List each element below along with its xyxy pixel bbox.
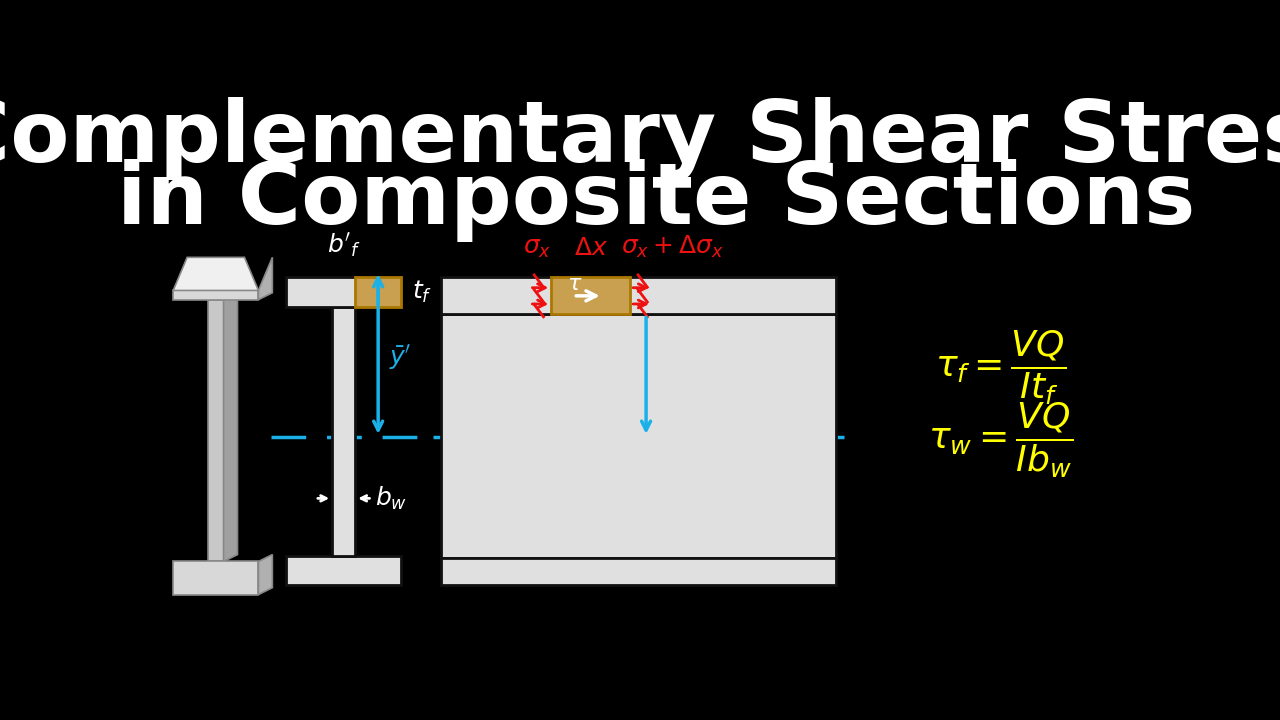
Text: Complementary Shear Stress: Complementary Shear Stress (0, 97, 1280, 180)
Text: $\sigma_x + \Delta\sigma_x$: $\sigma_x + \Delta\sigma_x$ (621, 234, 724, 261)
Polygon shape (259, 554, 273, 595)
Text: $t_f$: $t_f$ (412, 279, 433, 305)
Text: $\tau$: $\tau$ (567, 274, 582, 294)
Bar (209, 300, 224, 562)
Text: $\sigma_x$: $\sigma_x$ (524, 236, 552, 261)
Polygon shape (259, 257, 273, 300)
Bar (332, 307, 356, 556)
Text: $\tau_f = \dfrac{VQ}{It_f}$: $\tau_f = \dfrac{VQ}{It_f}$ (936, 328, 1066, 407)
Text: $\bar{y}'$: $\bar{y}'$ (657, 361, 680, 390)
Bar (440, 315, 836, 557)
Bar (552, 277, 630, 315)
Polygon shape (173, 257, 259, 290)
Text: in Composite Sections: in Composite Sections (116, 159, 1196, 242)
Bar (440, 557, 836, 585)
Text: $b_w$: $b_w$ (375, 485, 407, 512)
Bar (440, 277, 836, 315)
Text: $\tau_w = \dfrac{VQ}{Ib_w}$: $\tau_w = \dfrac{VQ}{Ib_w}$ (928, 401, 1074, 480)
Text: $\Delta x$: $\Delta x$ (573, 236, 608, 261)
Text: $\bar{y}'$: $\bar{y}'$ (389, 343, 411, 372)
Polygon shape (173, 562, 259, 595)
Polygon shape (173, 290, 259, 300)
Bar (287, 277, 401, 307)
Bar (287, 556, 401, 585)
Polygon shape (224, 293, 238, 562)
Text: $b'_f$: $b'_f$ (326, 233, 361, 261)
Bar (356, 277, 401, 307)
